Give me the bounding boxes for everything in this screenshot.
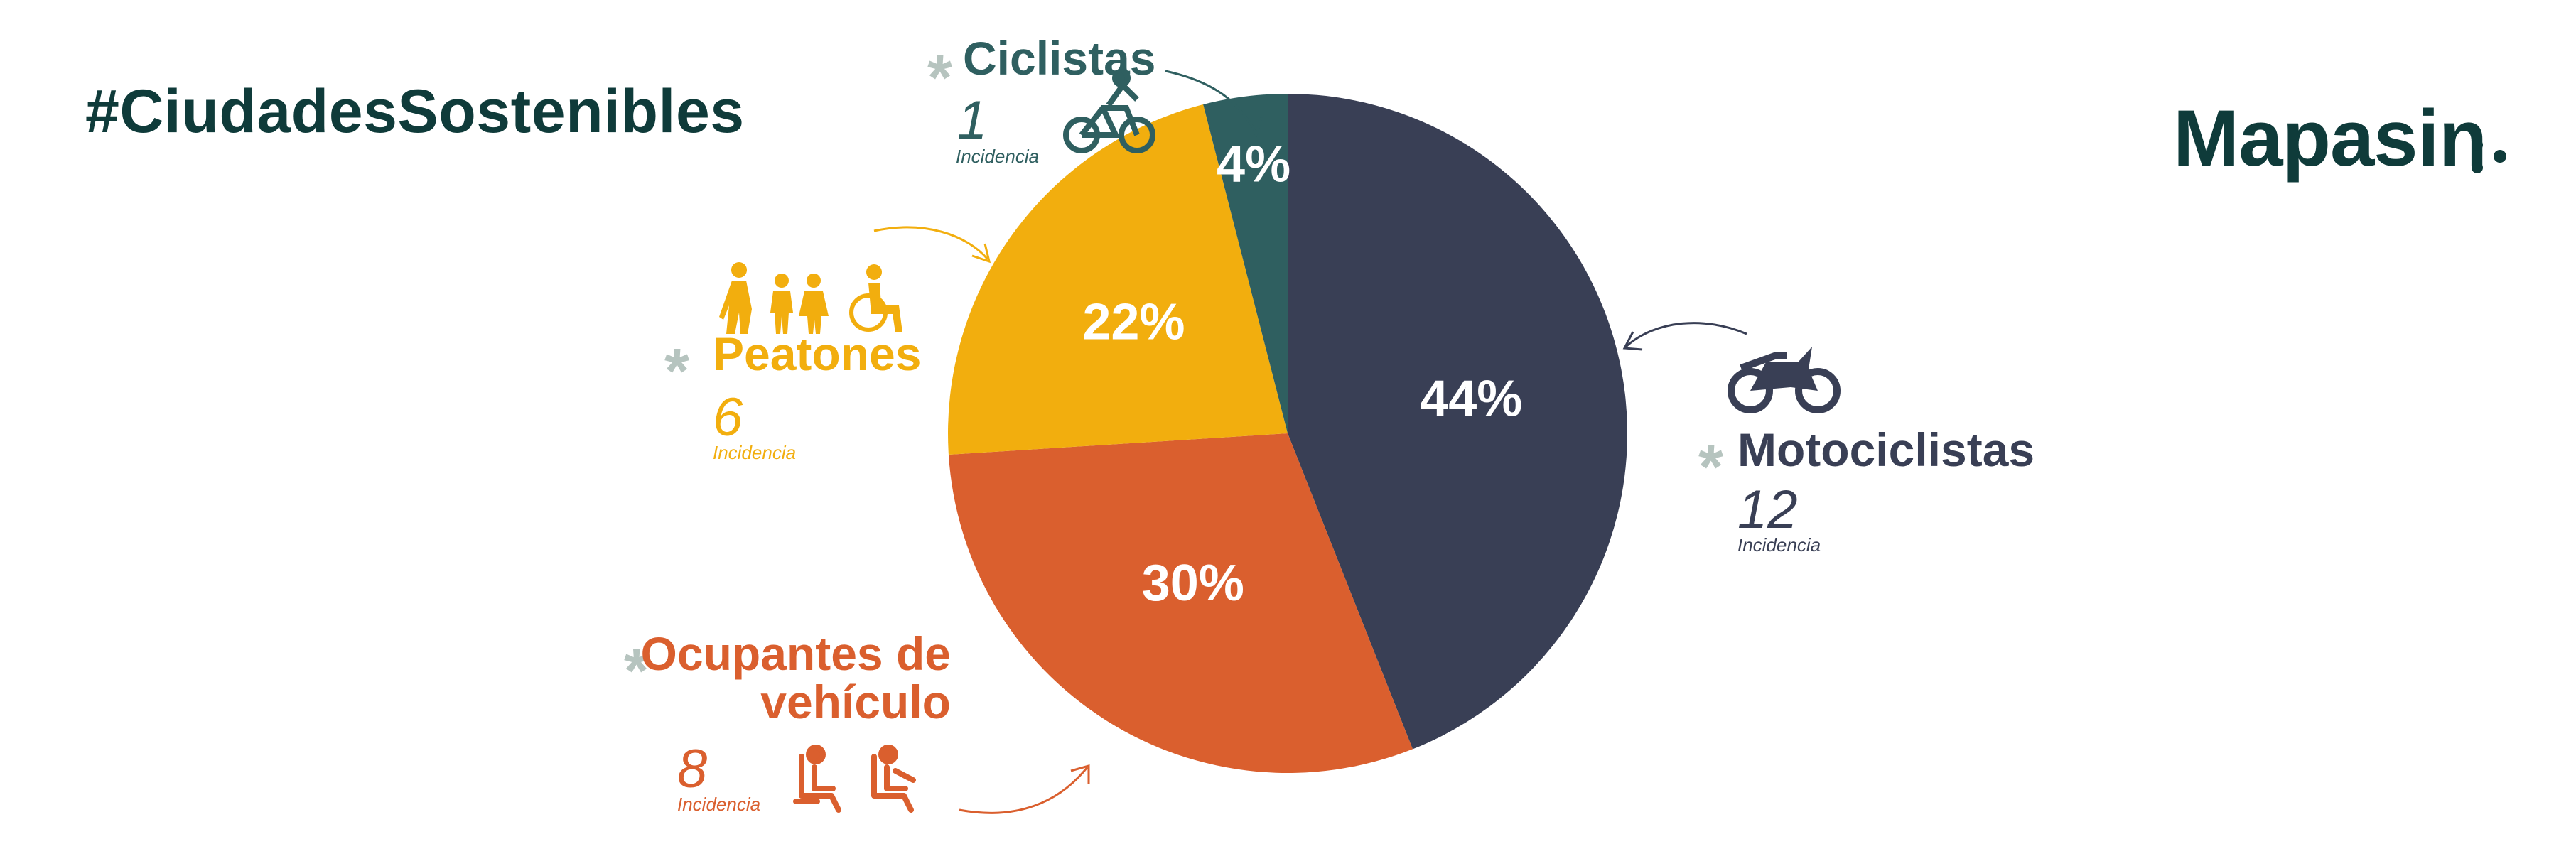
star-ocupantes-icon: *: [624, 636, 650, 707]
pie-label-ciclistas: 4%: [1217, 136, 1290, 193]
pie-slice-peatones: [948, 104, 1288, 455]
label-ocupantes-count: 8: [677, 739, 708, 799]
label-motociclistas-count: 12: [1737, 480, 1798, 540]
arrow-ciclistas: [1165, 70, 1258, 134]
label-motociclistas-name: Motociclistas: [1737, 423, 2035, 476]
arrowhead-motociclistas: [1622, 331, 1643, 351]
cyclist-icon: [1063, 69, 1155, 153]
label-ciclistas-name: Ciclistas: [963, 32, 1156, 85]
brand-logo: Mapasin: [2173, 94, 2487, 183]
hashtag-title: #CiudadesSostenibles: [85, 77, 745, 146]
star-motociclistas-icon: *: [1698, 432, 1724, 503]
arrow-ocupantes: [959, 767, 1089, 814]
label-peatones-count: 6: [713, 387, 743, 448]
arrow-motociclistas: [1624, 322, 1747, 348]
pie-slice-motociclistas: [1288, 94, 1627, 750]
arrowhead-ocupantes: [1070, 764, 1090, 784]
car-seat-icon: [793, 745, 916, 813]
pie-slice-ocupantes: [948, 433, 1413, 773]
arrowhead-ciclistas: [1241, 117, 1263, 137]
label-motociclistas-sub: Incidencia: [1737, 534, 1821, 556]
label-peatones-sub: Incidencia: [713, 442, 797, 463]
arrowhead-peatones: [971, 243, 991, 264]
pie-label-ocupantes: 30%: [1142, 555, 1244, 612]
pie-label-motociclistas: 44%: [1420, 371, 1522, 428]
label-ciclistas-count: 1: [957, 90, 988, 151]
star-peatones-icon: *: [664, 336, 690, 407]
motorcycle-icon: [1728, 347, 1841, 413]
label-ciclistas-sub: Incidencia: [956, 146, 1040, 167]
pedestrians-icon: [719, 262, 902, 334]
wheelchair-wheel-icon: [849, 293, 888, 332]
pie-slice-ciclistas: [1203, 94, 1288, 433]
star-ciclistas-icon: *: [927, 43, 953, 114]
label-peatones-name: Peatones: [713, 328, 922, 380]
label-ocupantes-name-1: Ocupantes de: [640, 627, 951, 680]
label-ocupantes-sub: Incidencia: [677, 794, 761, 815]
arrow-peatones: [873, 226, 989, 260]
logo-dots-icon: [2472, 139, 2506, 173]
label-ocupantes-name-2: vehículo: [760, 676, 951, 728]
pie-label-peatones: 22%: [1082, 294, 1185, 351]
